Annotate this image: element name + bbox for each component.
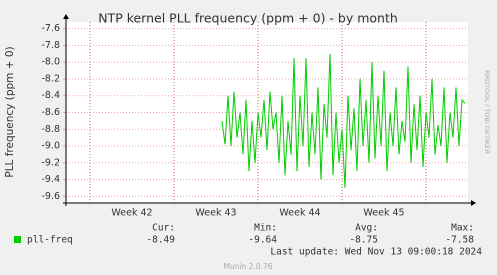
y-tick-label: -8.8 [41,124,60,135]
x-tick-label: Week 42 [111,208,152,219]
chart-title: NTP kernel PLL frequency (ppm + 0) - by … [98,11,398,26]
last-update: Last update: Wed Nov 13 09:00:18 2024 [270,247,482,258]
y-axis-label: PLL frequency (ppm + 0) [4,46,16,177]
y-tick-label: -8.0 [41,57,60,68]
stat-header: Max: [451,223,474,234]
stat-value: -8.75 [349,235,378,246]
y-tick-label: -9.2 [41,157,60,168]
y-tick-label: -7.6 [41,23,60,34]
legend-swatch [14,236,21,243]
stat-header: Cur: [152,223,175,234]
stat-value: -9.64 [248,235,277,246]
data-line [221,53,466,188]
y-tick-label: -7.8 [41,40,60,51]
side-text: RRDTOOL / TOBI OETIKER [483,70,491,154]
y-axis-arrow [63,14,69,19]
y-tick-label: -9.4 [41,174,60,185]
footer: Munin 2.0.76 [223,262,272,271]
y-tick-label: -9.6 [41,191,60,202]
x-axis-arrow [471,200,476,206]
legend-label: pll-freq [27,235,73,246]
y-tick-label: -8.4 [41,90,60,101]
y-tick-label: -8.2 [41,73,60,84]
x-tick-label: Week 44 [279,208,320,219]
y-tick-label: -8.6 [41,107,60,118]
x-tick-label: Week 45 [363,208,404,219]
stat-value: -8.49 [146,235,175,246]
stat-value: -7.58 [445,235,474,246]
stat-header: Min: [254,223,277,234]
stat-header: Avg: [355,223,378,234]
y-tick-label: -9.0 [41,141,60,152]
x-tick-label: Week 43 [195,208,236,219]
